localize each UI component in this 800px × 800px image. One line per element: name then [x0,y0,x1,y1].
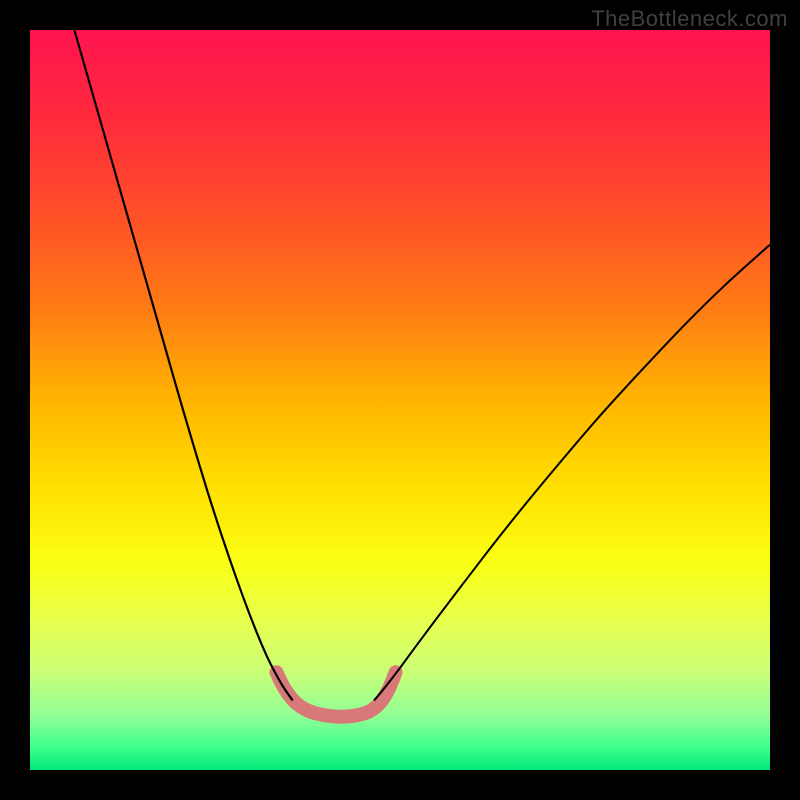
plot-area [30,30,770,770]
left-curve [74,30,292,700]
right-curve [374,245,770,701]
bottom-connector-curve [276,672,395,716]
curve-layer [30,30,770,770]
watermark-text: TheBottleneck.com [591,6,788,32]
